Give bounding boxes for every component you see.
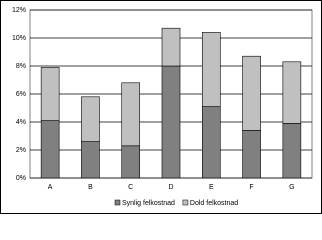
bar-segment xyxy=(201,106,221,179)
bar-segment xyxy=(121,82,141,147)
bar-segment xyxy=(161,27,181,67)
x-tick-label: D xyxy=(168,184,173,191)
chart: 0% 2% 4% 6% 8% 10% 12% A B C D E F G Synlig felkostnad… xyxy=(0,0,322,214)
bar-segment xyxy=(81,96,100,142)
legend-label: Dold felkostnad xyxy=(190,200,238,207)
x-tick-label: B xyxy=(88,184,93,191)
bar-segment xyxy=(81,141,100,179)
x-tick-label: E xyxy=(209,184,214,191)
bar-segment xyxy=(40,67,60,121)
bar-segment xyxy=(121,145,141,179)
x-tick-label: A xyxy=(48,184,53,191)
bar-segment xyxy=(282,123,302,179)
y-tick-label: 12% xyxy=(12,7,26,14)
x-tick-label: G xyxy=(289,184,294,191)
bar-segment xyxy=(201,32,221,107)
bar-segment xyxy=(161,65,181,179)
legend-swatch xyxy=(182,199,189,206)
bar-segment xyxy=(282,61,302,124)
x-tick-label: C xyxy=(128,184,133,191)
x-tick-label: F xyxy=(249,184,253,191)
legend-swatch xyxy=(114,199,121,206)
y-tick-label: 0% xyxy=(16,175,26,182)
y-tick-label: 8% xyxy=(16,63,26,70)
bar-segment xyxy=(242,130,261,179)
y-tick-label: 4% xyxy=(16,119,26,126)
y-tick-label: 2% xyxy=(16,147,26,154)
y-tick-label: 10% xyxy=(12,35,26,42)
legend-label: Synlig felkostnad xyxy=(122,200,175,207)
y-tick-label: 6% xyxy=(16,91,26,98)
bar-segment xyxy=(40,120,60,179)
bar-segment xyxy=(242,55,261,131)
